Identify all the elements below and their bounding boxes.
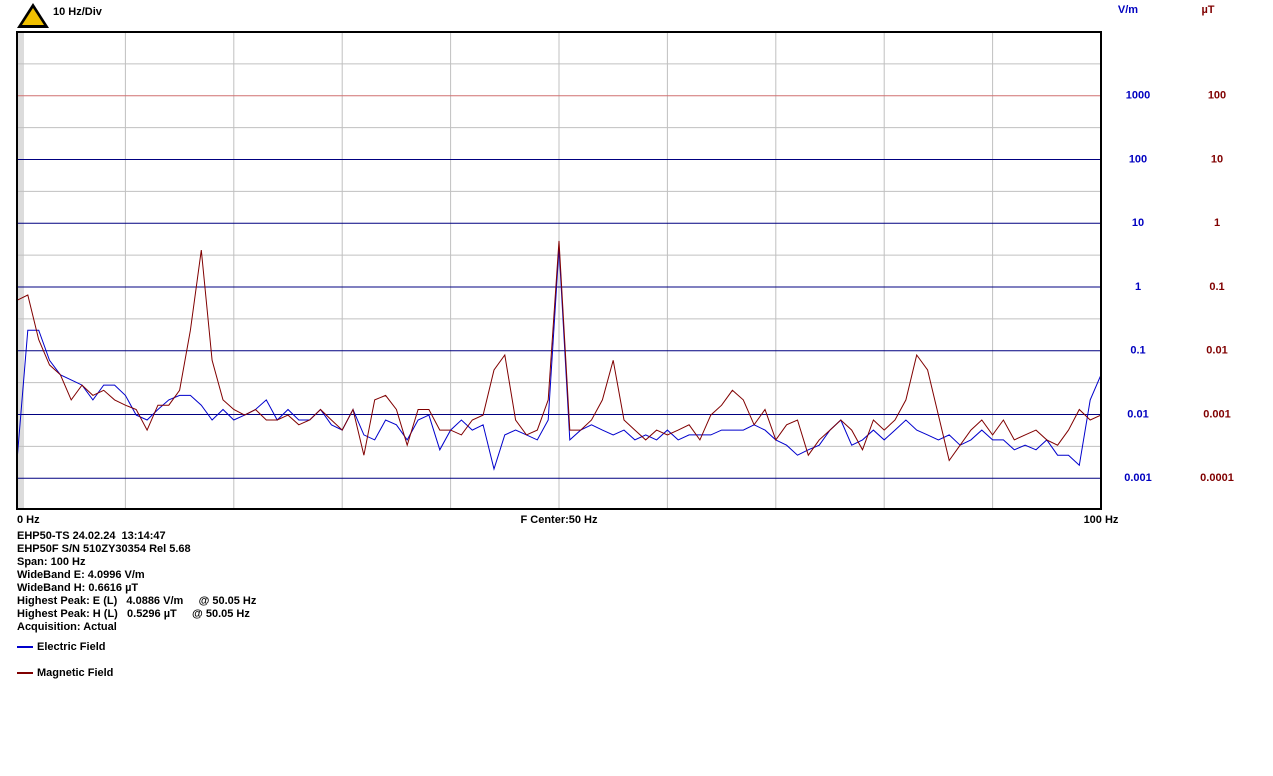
info-line: Span: 100 Hz xyxy=(17,556,86,568)
y-tick-label: 1000 xyxy=(1126,90,1150,102)
series-line xyxy=(16,240,1102,462)
left-band xyxy=(18,33,24,508)
y-tick-label: 0.001 xyxy=(1124,472,1152,484)
info-line: Acquisition: Actual xyxy=(17,621,117,633)
y2-tick-label: 0.1 xyxy=(1209,281,1224,293)
y2-tick-label: 0.001 xyxy=(1203,408,1231,420)
icon-fill xyxy=(22,8,44,25)
info-line: EHP50-TS 24.02.24 13:14:47 xyxy=(17,530,166,542)
warning-icon xyxy=(17,3,49,28)
y2-axis-label: µT xyxy=(1201,4,1214,16)
y2-tick-label: 0.0001 xyxy=(1200,472,1234,484)
x-tick-label: 0 Hz xyxy=(17,514,40,526)
y2-tick-label: 100 xyxy=(1208,90,1226,102)
info-line: Highest Peak: H (L) 0.5296 µT @ 50.05 Hz xyxy=(17,608,250,620)
y2-tick-label: 10 xyxy=(1211,153,1223,165)
y2-tick-label: 1 xyxy=(1214,217,1220,229)
info-line: WideBand H: 0.6616 µT xyxy=(17,582,138,594)
y-tick-label: 1 xyxy=(1135,281,1141,293)
info-line: Highest Peak: E (L) 4.0886 V/m @ 50.05 H… xyxy=(17,595,257,607)
legend-label: Electric Field xyxy=(37,641,105,653)
info-line: EHP50F S/N 510ZY30354 Rel 5.68 xyxy=(17,543,191,555)
x-tick-label: F Center:50 Hz xyxy=(520,514,598,526)
legend-label: Magnetic Field xyxy=(37,667,113,679)
y-axis-label: V/m xyxy=(1118,4,1138,16)
plot-border xyxy=(16,31,1102,510)
y-tick-label: 10 xyxy=(1132,217,1144,229)
y-tick-label: 0.1 xyxy=(1130,345,1145,357)
y2-tick-label: 0.01 xyxy=(1206,345,1227,357)
y-tick-label: 100 xyxy=(1129,153,1147,165)
info-line: WideBand E: 4.0996 V/m xyxy=(17,569,145,581)
x-tick-label: 100 Hz xyxy=(1084,514,1119,526)
title: 10 Hz/Div xyxy=(53,6,103,18)
y-tick-label: 0.01 xyxy=(1127,408,1148,420)
